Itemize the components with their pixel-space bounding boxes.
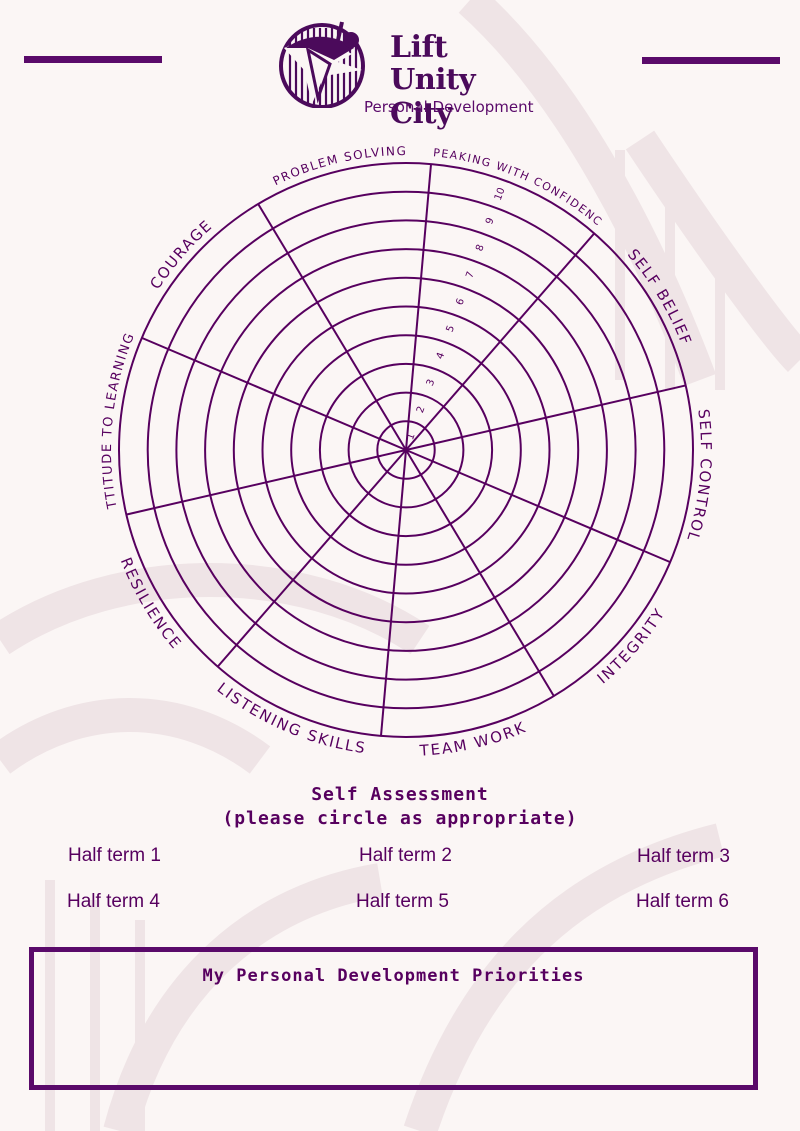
priorities-box[interactable]: My Personal Development Priorities (29, 947, 758, 1090)
scale-number: 4 (435, 351, 448, 361)
wheel-spoke (405, 164, 433, 451)
self-assessment-wheel: 12345678910SPEAKING WITH CONFIDENCESELF … (0, 125, 715, 760)
wheel-spoke (405, 232, 596, 451)
wheel-label-listening-skills: LISTENING SKILLS (214, 679, 368, 757)
brand-name-line2: Unity City (390, 62, 476, 130)
lift-logo-icon (279, 21, 365, 108)
wheel-label-integrity: INTEGRITY (594, 605, 669, 688)
half-term-6[interactable]: Half term 6 (636, 891, 729, 912)
scale-number: 1 (405, 432, 418, 442)
wheel-label-courage: COURAGE (146, 216, 216, 292)
scale-number: 9 (484, 216, 497, 226)
wheel-ring-7 (204, 248, 608, 652)
wheel-label-resilience: RESILIENCE (117, 555, 186, 653)
scale-number: 7 (464, 270, 477, 280)
wheel-ring-2 (347, 391, 465, 509)
header-rule-right (642, 57, 780, 64)
wheel-spoke (216, 449, 407, 668)
wheel-ring-5 (261, 305, 551, 595)
wheel-spoke (126, 449, 407, 516)
scale-number: 8 (474, 243, 487, 253)
scale-number: 6 (455, 297, 468, 307)
wheel-spoke (141, 336, 407, 451)
wheel-spoke (379, 449, 407, 736)
wheel-ring-1 (376, 420, 436, 480)
priorities-title: My Personal Development Priorities (202, 966, 585, 986)
scale-number: 2 (415, 405, 428, 415)
header-rule-left (24, 56, 162, 63)
wheel-spoke (405, 384, 686, 451)
scale-number: 5 (445, 324, 458, 334)
wheel-ring-3 (318, 362, 494, 538)
wheel-label-problem-solving: PROBLEM SOLVING (271, 144, 408, 188)
wheel-ring-4 (290, 334, 522, 566)
wheel-spoke (405, 449, 555, 697)
half-term-1[interactable]: Half term 1 (68, 845, 161, 866)
half-term-4[interactable]: Half term 4 (67, 891, 160, 912)
half-term-5[interactable]: Half term 5 (356, 891, 449, 912)
wheel-ring-6 (232, 276, 580, 624)
wheel-spoke (405, 449, 671, 564)
wheel-ring-9 (146, 190, 666, 710)
brand-subtitle: Personal Development (364, 98, 534, 116)
brand-name-line1: Lift (390, 30, 448, 65)
self-assessment-instruction: (please circle as appropriate) (222, 808, 578, 829)
logo: Lift Unity City Personal Development (278, 18, 538, 130)
scale-number: 3 (425, 378, 438, 388)
wheel-label-attitude-to-learning: ATTITUDE TO LEARNING (0, 125, 138, 511)
wheel-label-self-control: SELF CONTROL (683, 408, 715, 544)
wheel-ring-8 (175, 219, 637, 681)
wheel-label-team-work: TEAM WORK (418, 718, 529, 760)
half-term-3[interactable]: Half term 3 (637, 846, 730, 867)
scale-number: 10 (493, 186, 508, 202)
wheel-spoke (257, 203, 407, 451)
wheel-ring-10 (118, 162, 694, 738)
wheel-label-self-belief: SELF BELIEF (624, 245, 695, 348)
half-term-2[interactable]: Half term 2 (359, 845, 452, 866)
self-assessment-title: Self Assessment (311, 784, 489, 805)
